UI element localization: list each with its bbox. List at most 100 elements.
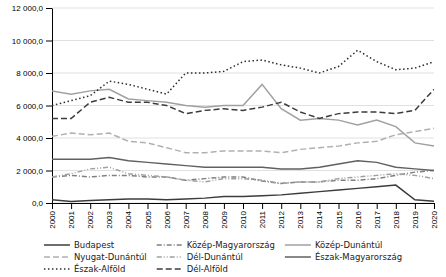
x-tick-label: 2013 — [296, 210, 305, 228]
y-tick-mark — [46, 138, 52, 139]
legend: Budapest Közép-Magyarország Közép-Dunántúl… — [44, 240, 402, 274]
x-tick-mark — [71, 203, 72, 209]
x-tick-mark — [243, 203, 244, 209]
series-line — [52, 84, 434, 146]
x-tick: 2002 — [86, 203, 95, 229]
y-tick: 6 000,0 — [16, 102, 52, 111]
y-tick-mark — [46, 8, 52, 9]
x-tick: 2009 — [220, 203, 229, 229]
x-tick-mark — [300, 203, 301, 209]
legend-swatch — [285, 256, 311, 258]
legend-item: Észak-Magyarország — [285, 251, 402, 262]
x-tick-mark — [319, 203, 320, 209]
x-tick: 2004 — [124, 203, 133, 229]
legend-item: Észak-Alföld — [44, 263, 125, 274]
y-tick-mark — [46, 73, 52, 74]
x-tick-mark — [396, 203, 397, 209]
y-tick-label: 2 000,0 — [16, 167, 43, 176]
x-tick: 2003 — [105, 203, 114, 229]
legend-label: Dél-Alföld — [187, 264, 228, 274]
x-tick-mark — [262, 203, 263, 209]
x-tick-label: 2017 — [373, 210, 382, 228]
legend-label: Budapest — [74, 240, 115, 250]
x-tick-label: 2005 — [144, 210, 153, 228]
legend-swatch — [157, 244, 183, 246]
grid-line — [52, 73, 434, 74]
x-tick: 2005 — [144, 203, 153, 229]
x-tick-mark — [90, 203, 91, 209]
x-tick-mark — [167, 203, 168, 209]
series-line — [52, 158, 434, 171]
y-tick-label: 0,0 — [32, 199, 44, 208]
legend-item: Dél-Alföld — [157, 264, 228, 274]
legend-label: Észak-Magyarország — [315, 251, 402, 262]
legend-swatch — [157, 268, 183, 270]
x-tick-mark — [109, 203, 110, 209]
series-line — [52, 185, 434, 201]
chart: 0,02 000,04 000,06 000,08 000,010 000,01… — [0, 0, 446, 277]
x-tick: 2014 — [315, 203, 324, 229]
y-tick: 2 000,0 — [16, 167, 52, 176]
x-tick-label: 2010 — [239, 210, 248, 228]
legend-label: Észak-Alföld — [74, 263, 125, 274]
x-tick-mark — [434, 203, 435, 209]
x-tick-label: 2003 — [105, 210, 114, 228]
y-axis: 0,02 000,04 000,06 000,08 000,010 000,01… — [12, 4, 53, 208]
series-line — [52, 171, 434, 184]
x-tick-mark — [339, 203, 340, 209]
y-tick: 0,0 — [32, 199, 52, 208]
x-tick: 2020 — [430, 203, 439, 229]
x-tick-label: 2000 — [48, 210, 57, 228]
legend-swatch — [157, 256, 183, 258]
series-line — [52, 128, 434, 152]
x-axis: 2000200120022003200420052006200720082009… — [48, 203, 439, 229]
x-tick-mark — [224, 203, 225, 209]
x-tick: 2008 — [201, 203, 210, 229]
y-tick-label: 8 000,0 — [16, 69, 43, 78]
y-tick-mark — [46, 203, 52, 204]
x-tick: 2010 — [239, 203, 248, 229]
grid-line — [52, 40, 434, 41]
legend-label: Dél-Dunántúl — [187, 252, 243, 262]
x-tick-label: 2019 — [411, 210, 420, 228]
legend-item: Dél-Dunántúl — [157, 252, 243, 262]
x-tick: 2011 — [258, 203, 267, 228]
x-tick-label: 2020 — [430, 210, 439, 228]
y-tick: 8 000,0 — [16, 69, 52, 78]
x-tick-mark — [358, 203, 359, 209]
legend-label: Közép-Magyarország — [187, 240, 275, 250]
legend-swatch — [285, 244, 311, 246]
x-tick-label: 2008 — [201, 210, 210, 228]
grid-line — [52, 8, 434, 9]
series-line — [52, 89, 434, 118]
y-tick-label: 6 000,0 — [16, 102, 43, 111]
legend-item: Közép-Dunántúl — [285, 240, 383, 250]
x-tick-mark — [128, 203, 129, 209]
x-tick-label: 2015 — [335, 210, 344, 228]
x-tick-label: 2004 — [124, 210, 133, 228]
x-tick: 2013 — [296, 203, 305, 229]
x-tick: 2007 — [182, 203, 191, 229]
legend-label: Nyugat-Dunántúl — [74, 252, 147, 262]
y-tick: 4 000,0 — [16, 134, 52, 143]
y-tick-mark — [46, 41, 52, 42]
x-tick-label: 2009 — [220, 210, 229, 228]
lines — [52, 50, 434, 201]
y-tick: 12 000,0 — [12, 4, 52, 13]
y-tick-mark — [46, 171, 52, 172]
legend-item: Budapest — [44, 240, 115, 250]
x-tick-label: 2011 — [258, 210, 267, 228]
x-tick-label: 2016 — [354, 210, 363, 228]
x-tick-label: 2014 — [315, 210, 324, 228]
x-tick: 2015 — [335, 203, 344, 229]
series-line — [52, 167, 434, 183]
x-tick-mark — [415, 203, 416, 209]
legend-swatch — [44, 256, 70, 258]
plot: 0,02 000,04 000,06 000,08 000,010 000,01… — [12, 4, 439, 229]
x-tick: 2000 — [48, 203, 57, 229]
x-tick-label: 2007 — [182, 210, 191, 228]
x-tick-label: 2001 — [67, 210, 76, 228]
legend-item: Nyugat-Dunántúl — [44, 252, 147, 262]
legend-item: Közép-Magyarország — [157, 240, 275, 250]
x-tick: 2018 — [392, 203, 401, 229]
